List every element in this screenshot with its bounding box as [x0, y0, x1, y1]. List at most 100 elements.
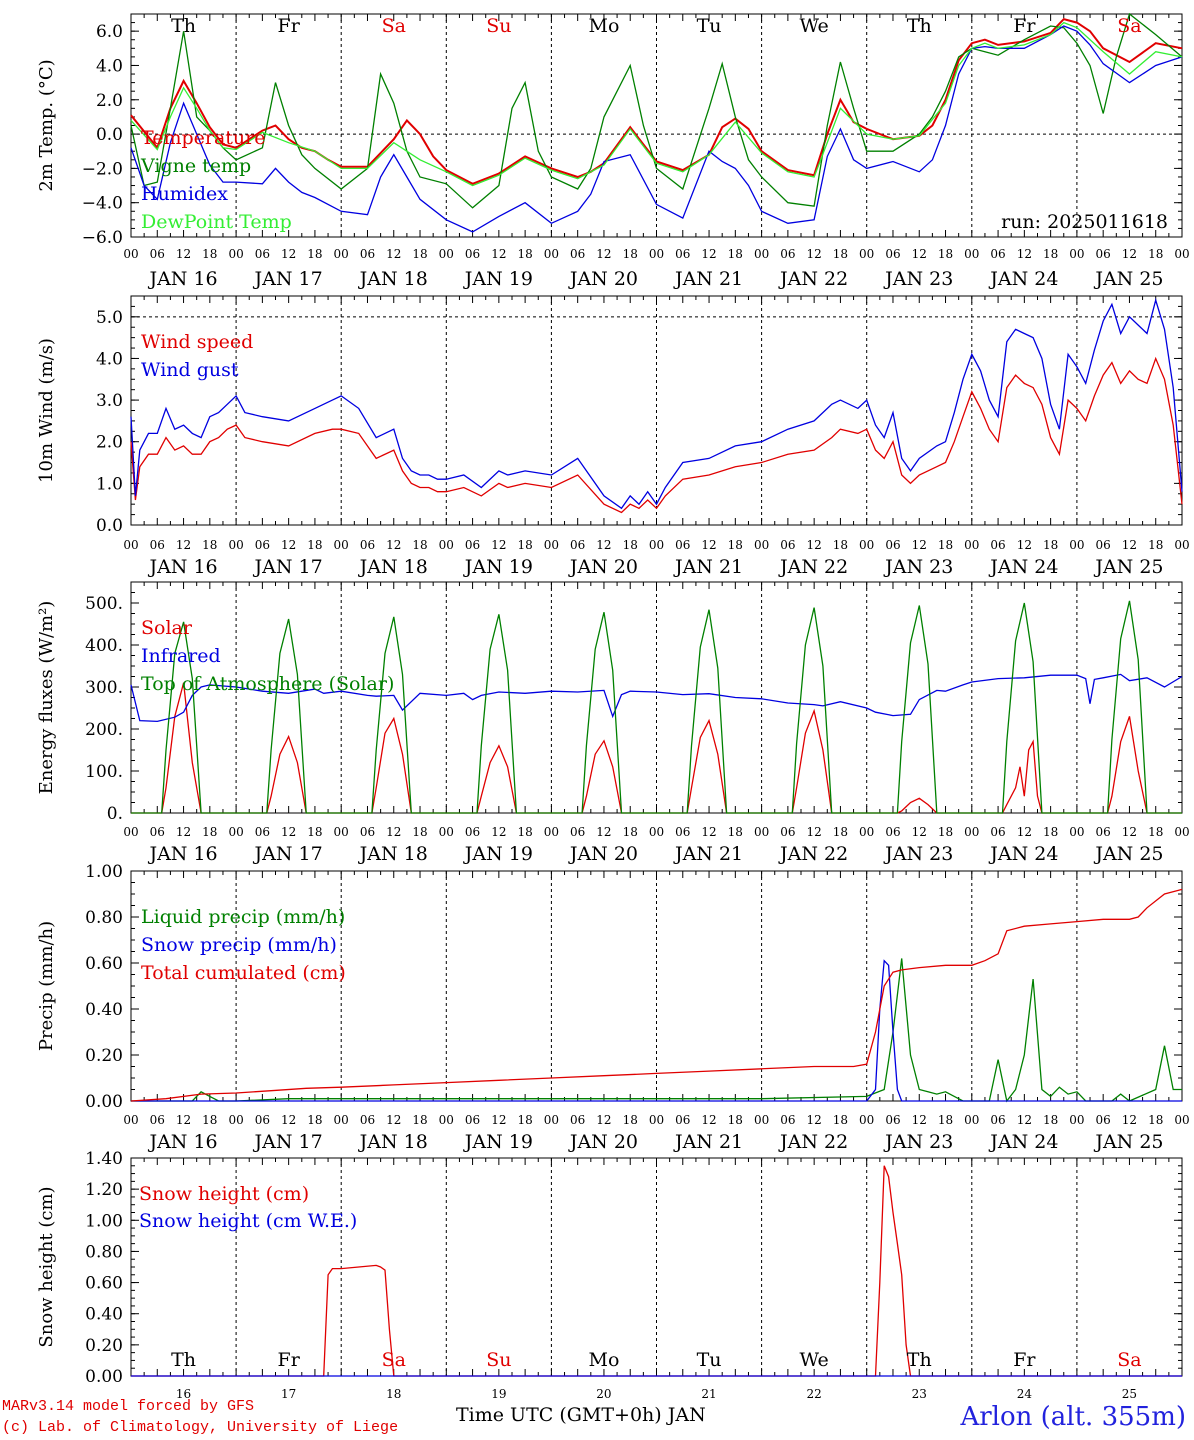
x-hour-label: 12 — [701, 538, 716, 552]
x-hour-label: 12 — [912, 538, 927, 552]
series-line — [130, 888, 1183, 1102]
x-hour-label: 00 — [334, 538, 349, 552]
y-tick-label: 6.0 — [96, 22, 123, 42]
x-hour-label: 00 — [1069, 1113, 1084, 1127]
y-axis-label: 2m Temp. (°C) — [36, 59, 57, 191]
x-day-label: JAN 23 — [883, 843, 953, 865]
model-credit: MARv3.14 model forced by GFS — [2, 1398, 255, 1415]
x-hour-label: 00 — [964, 825, 979, 839]
x-day-label: JAN 20 — [568, 1131, 638, 1153]
x-hour-label: 00 — [439, 825, 454, 839]
x-hour-label: 06 — [780, 538, 795, 552]
x-hour-label: 06 — [1096, 825, 1111, 839]
x-hour-label: 12 — [491, 1113, 506, 1127]
x-hour-label: 00 — [1069, 247, 1084, 261]
x-hour-label: 00 — [859, 1113, 874, 1127]
x-day-label: JAN 23 — [883, 1131, 953, 1153]
x-hour-label: 12 — [912, 1113, 927, 1127]
x-hour-label: 12 — [807, 1113, 822, 1127]
x-hour-label: 18 — [623, 538, 638, 552]
x-hour-label: 00 — [123, 1113, 138, 1127]
x-hour-label: 00 — [334, 1113, 349, 1127]
x-hour-label: 12 — [807, 825, 822, 839]
x-day-label: JAN 18 — [358, 556, 428, 578]
x-day-number: 21 — [701, 1387, 716, 1400]
weekday-label: Fr — [278, 15, 301, 37]
weekday-label: Tu — [697, 15, 722, 37]
x-hour-label: 12 — [386, 825, 401, 839]
x-hour-label: 12 — [176, 1113, 191, 1127]
x-hour-label: 06 — [1096, 1113, 1111, 1127]
legend-entry: Wind gust — [141, 359, 239, 381]
x-hour-label: 18 — [728, 538, 743, 552]
x-day-label: JAN 19 — [463, 1131, 533, 1153]
y-tick-label: 0.40 — [85, 1305, 123, 1325]
x-hour-label: 06 — [360, 1113, 375, 1127]
x-hour-label: 12 — [386, 1113, 401, 1127]
y-tick-label: 3.0 — [96, 391, 123, 411]
y-tick-label: 0.80 — [85, 1242, 123, 1262]
x-day-label: JAN 17 — [253, 268, 323, 290]
x-hour-label: 00 — [649, 247, 664, 261]
y-tick-label: 2.0 — [96, 91, 123, 111]
x-hour-label: 18 — [202, 247, 217, 261]
x-hour-label: 12 — [281, 247, 296, 261]
y-tick-label: 4.0 — [96, 349, 123, 369]
x-day-label: JAN 24 — [988, 556, 1058, 578]
weekday-label: Fr — [1013, 15, 1036, 37]
x-hour-label: 12 — [596, 247, 611, 261]
x-day-label: JAN 17 — [253, 1131, 323, 1153]
legend-entry: Humidex — [141, 183, 228, 205]
x-hour-label: 00 — [544, 538, 559, 552]
x-hour-label: 18 — [1148, 247, 1163, 261]
x-day-label: JAN 21 — [673, 556, 743, 578]
x-hour-label: 06 — [150, 1113, 165, 1127]
x-hour-label: 00 — [754, 538, 769, 552]
x-hour-label: 18 — [833, 1113, 848, 1127]
x-hour-label: 18 — [833, 247, 848, 261]
x-hour-label: 12 — [596, 1113, 611, 1127]
weekday-label: We — [800, 1349, 829, 1371]
x-hour-label: 18 — [1043, 1113, 1058, 1127]
time-axis-label: Time UTC (GMT+0h) JAN — [456, 1404, 706, 1426]
x-day-label: JAN 16 — [147, 268, 217, 290]
series-line — [130, 673, 1183, 723]
x-hour-label: 12 — [281, 825, 296, 839]
x-hour-label: 06 — [255, 538, 270, 552]
x-day-number: 20 — [596, 1387, 611, 1400]
series-line — [131, 959, 1182, 1102]
x-hour-label: 00 — [859, 825, 874, 839]
legend-entry: Solar — [141, 617, 193, 639]
y-tick-label: −2.0 — [82, 159, 123, 179]
x-day-label: JAN 19 — [463, 843, 533, 865]
x-hour-label: 18 — [412, 247, 427, 261]
x-hour-label: 18 — [938, 247, 953, 261]
x-day-label: JAN 17 — [253, 843, 323, 865]
legend-entry: Infrared — [141, 645, 221, 667]
y-tick-label: 300. — [85, 678, 123, 698]
legend-entry: DewPoint Temp — [141, 211, 292, 233]
x-hour-label: 12 — [1122, 825, 1137, 839]
y-tick-label: −4.0 — [82, 194, 123, 214]
x-day-label: JAN 16 — [147, 1131, 217, 1153]
x-hour-label: 00 — [228, 825, 243, 839]
y-tick-label: 500. — [85, 594, 123, 614]
x-hour-label: 00 — [439, 247, 454, 261]
x-hour-label: 12 — [176, 538, 191, 552]
x-hour-label: 00 — [1174, 1113, 1189, 1127]
x-hour-label: 06 — [885, 825, 900, 839]
x-hour-label: 18 — [202, 538, 217, 552]
meteogram: 6.0 4.0 2.0 0.0 −2.0 −4.0 −6.0 2m Temp. (°C) Tem… — [36, 12, 1190, 1400]
x-day-label: JAN 22 — [778, 556, 848, 578]
y-tick-label: 2.0 — [96, 433, 123, 453]
series-line — [130, 297, 1183, 510]
x-hour-label: 18 — [412, 825, 427, 839]
x-hour-label: 06 — [360, 825, 375, 839]
x-hour-label: 00 — [649, 1113, 664, 1127]
x-day-label: JAN 20 — [568, 843, 638, 865]
x-day-label: JAN 23 — [883, 556, 953, 578]
x-day-label: JAN 22 — [778, 268, 848, 290]
y-tick-label: 1.20 — [85, 1180, 123, 1200]
x-hour-label: 06 — [1096, 247, 1111, 261]
x-hour-label: 12 — [176, 825, 191, 839]
